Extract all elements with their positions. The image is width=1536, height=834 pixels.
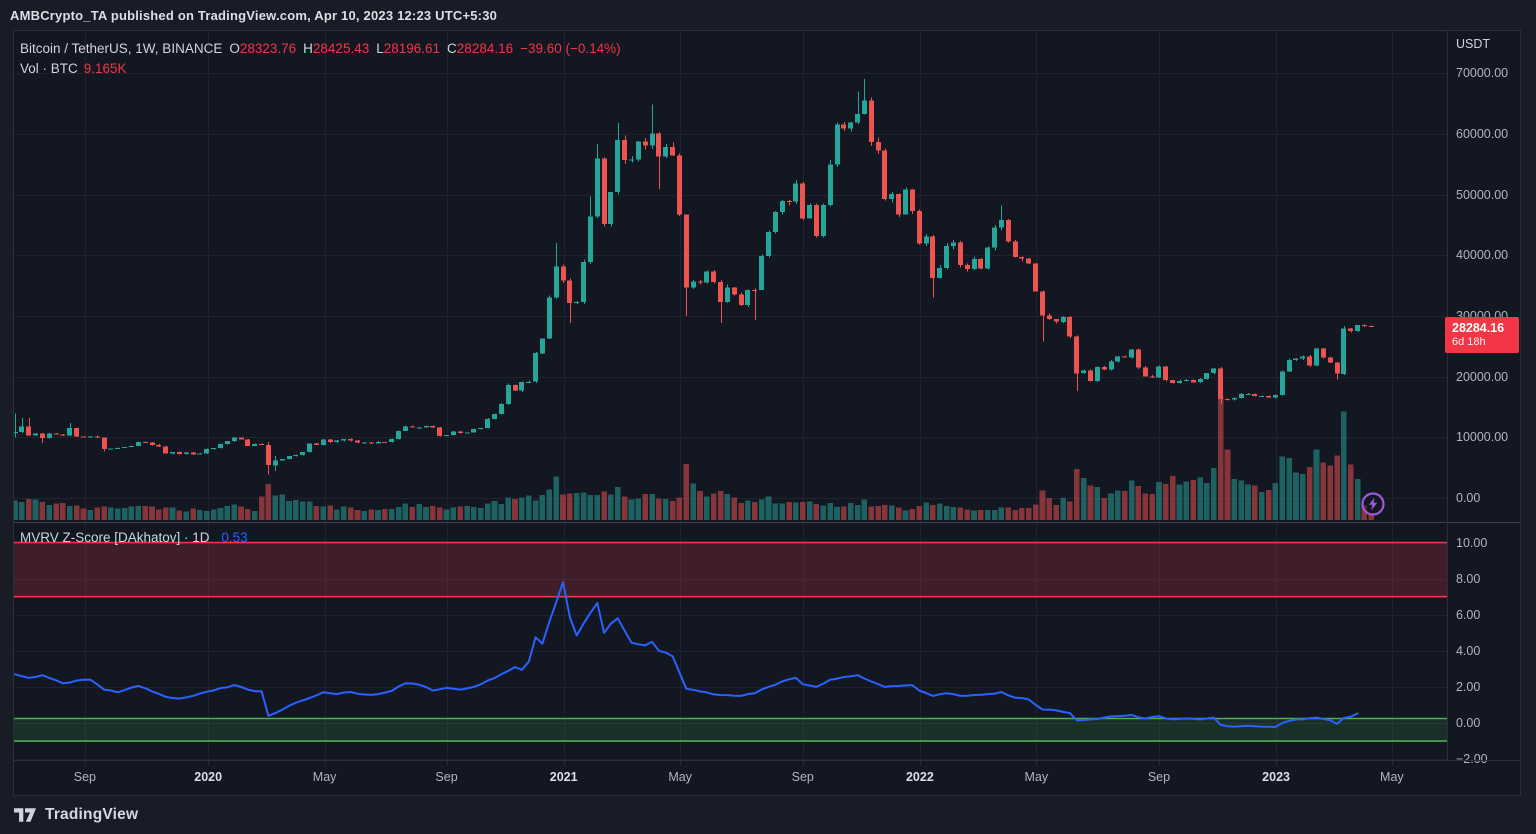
time-tick-label: 2021 xyxy=(549,770,578,784)
symbol-title[interactable]: Bitcoin / TetherUS, 1W, BINANCE xyxy=(20,41,223,56)
volume-label[interactable]: Vol · BTC xyxy=(20,61,78,76)
time-tick-label: May xyxy=(1380,770,1404,784)
indicator-legend: MVRV Z-Score [DAkhatov] · 1D 0.53 xyxy=(20,529,248,546)
brand-name[interactable]: TradingView xyxy=(45,806,139,823)
price-tick-label: 20000.00 xyxy=(1456,369,1509,384)
flash-button[interactable] xyxy=(1360,491,1386,517)
ohlc-key: H xyxy=(303,41,313,56)
time-tick-mark xyxy=(208,761,209,765)
main-legend: Bitcoin / TetherUS, 1W, BINANCE O28323.76… xyxy=(20,39,621,79)
price-axis-border xyxy=(1447,31,1448,760)
time-tick-mark xyxy=(325,761,326,765)
last-price-label: 28284.16 6d 18h xyxy=(1445,317,1519,353)
price-tick-label: 50000.00 xyxy=(1456,187,1509,202)
last-price-value: 28284.16 xyxy=(1452,321,1505,335)
price-axis-currency: USDT xyxy=(1456,37,1491,51)
price-tick-label: 40000.00 xyxy=(1456,248,1509,263)
indicator-tick-label: 0.00 xyxy=(1456,716,1481,730)
header-bar: AMBCrypto_TA published on TradingView.co… xyxy=(0,0,1536,30)
time-tick-mark xyxy=(803,761,804,765)
indicator-tick-label: 2.00 xyxy=(1456,679,1481,694)
chart-widget: USDT 70000.00 60000.00 50000.00 40000.00 300… xyxy=(13,30,1521,796)
undervalued-band xyxy=(14,718,1447,742)
indicator-title[interactable]: MVRV Z-Score [DAkhatov] · 1D xyxy=(20,530,210,545)
overvalued-band xyxy=(14,542,1447,597)
time-tick-label: May xyxy=(312,770,337,784)
time-tick-label: Sep xyxy=(435,770,458,784)
bar-countdown: 6d 18h xyxy=(1452,336,1486,348)
time-tick-mark xyxy=(1392,761,1393,765)
time-tick-mark xyxy=(680,761,681,765)
volume-value: 9.165K xyxy=(83,61,127,76)
ohlc-value: 28425.43 xyxy=(312,41,370,56)
pane-divider[interactable] xyxy=(14,522,1520,523)
candles xyxy=(14,79,1374,475)
time-tick-label: May xyxy=(668,770,692,784)
time-tick-mark xyxy=(1036,761,1037,765)
ohlc-value: 28323.76 xyxy=(239,41,297,56)
indicator-tick-label: 4.00 xyxy=(1456,643,1481,658)
indicator-tick-label: 6.00 xyxy=(1456,607,1481,622)
time-tick-label: Sep xyxy=(791,770,814,784)
ohlc-value: 28284.16 xyxy=(456,41,514,56)
indicator-tick-label: 8.00 xyxy=(1456,571,1481,586)
price-tick-label: 0.00 xyxy=(1456,491,1481,505)
time-tick-label: 2022 xyxy=(905,770,934,784)
ohlc-key: L xyxy=(376,41,384,56)
price-tick-label: 10000.00 xyxy=(1456,430,1509,445)
indicator-tick-label: 10.00 xyxy=(1456,535,1488,550)
publish-caption: AMBCrypto_TA published on TradingView.co… xyxy=(10,7,498,23)
tradingview-logo-icon[interactable] xyxy=(14,808,36,822)
time-tick-mark xyxy=(447,761,448,765)
time-axis[interactable]: Sep 2020 May Sep 2021 May Sep 2022 May Sep 2023 May xyxy=(14,760,1520,795)
time-tick-label: Sep xyxy=(1147,770,1171,784)
grid-lines xyxy=(14,31,1447,760)
time-tick-mark xyxy=(920,761,921,765)
price-axis[interactable]: USDT 70000.00 60000.00 50000.00 40000.00 300… xyxy=(1445,31,1520,766)
time-tick-label: Sep xyxy=(73,770,96,784)
chart-canvas[interactable] xyxy=(14,31,1447,760)
ohlc-key: C xyxy=(447,41,457,56)
ohlc-key: O xyxy=(229,41,240,56)
lightning-icon xyxy=(1361,492,1385,516)
ohlc-values: O28323.76 H28425.43 L28196.61 C28284.16 xyxy=(222,41,513,56)
time-tick-label: May xyxy=(1024,770,1049,784)
time-tick-mark xyxy=(564,761,565,765)
time-tick-mark xyxy=(1159,761,1160,765)
volume-bars xyxy=(14,395,1375,520)
time-tick-label: 2023 xyxy=(1262,770,1290,784)
time-tick-label: 2020 xyxy=(194,770,223,784)
indicator-tick-label: −2.00 xyxy=(1456,752,1488,767)
time-tick-mark xyxy=(1276,761,1277,765)
indicator-value: 0.53 xyxy=(221,530,248,545)
change-value: −39.60 (−0.14%) xyxy=(520,41,621,56)
footer-bar: TradingView xyxy=(0,796,1536,834)
time-tick-mark xyxy=(85,761,86,765)
ohlc-value: 28196.61 xyxy=(383,41,441,56)
mvrv-line xyxy=(14,581,1359,728)
price-tick-label: 60000.00 xyxy=(1456,126,1509,141)
price-tick-label: 70000.00 xyxy=(1456,66,1509,81)
